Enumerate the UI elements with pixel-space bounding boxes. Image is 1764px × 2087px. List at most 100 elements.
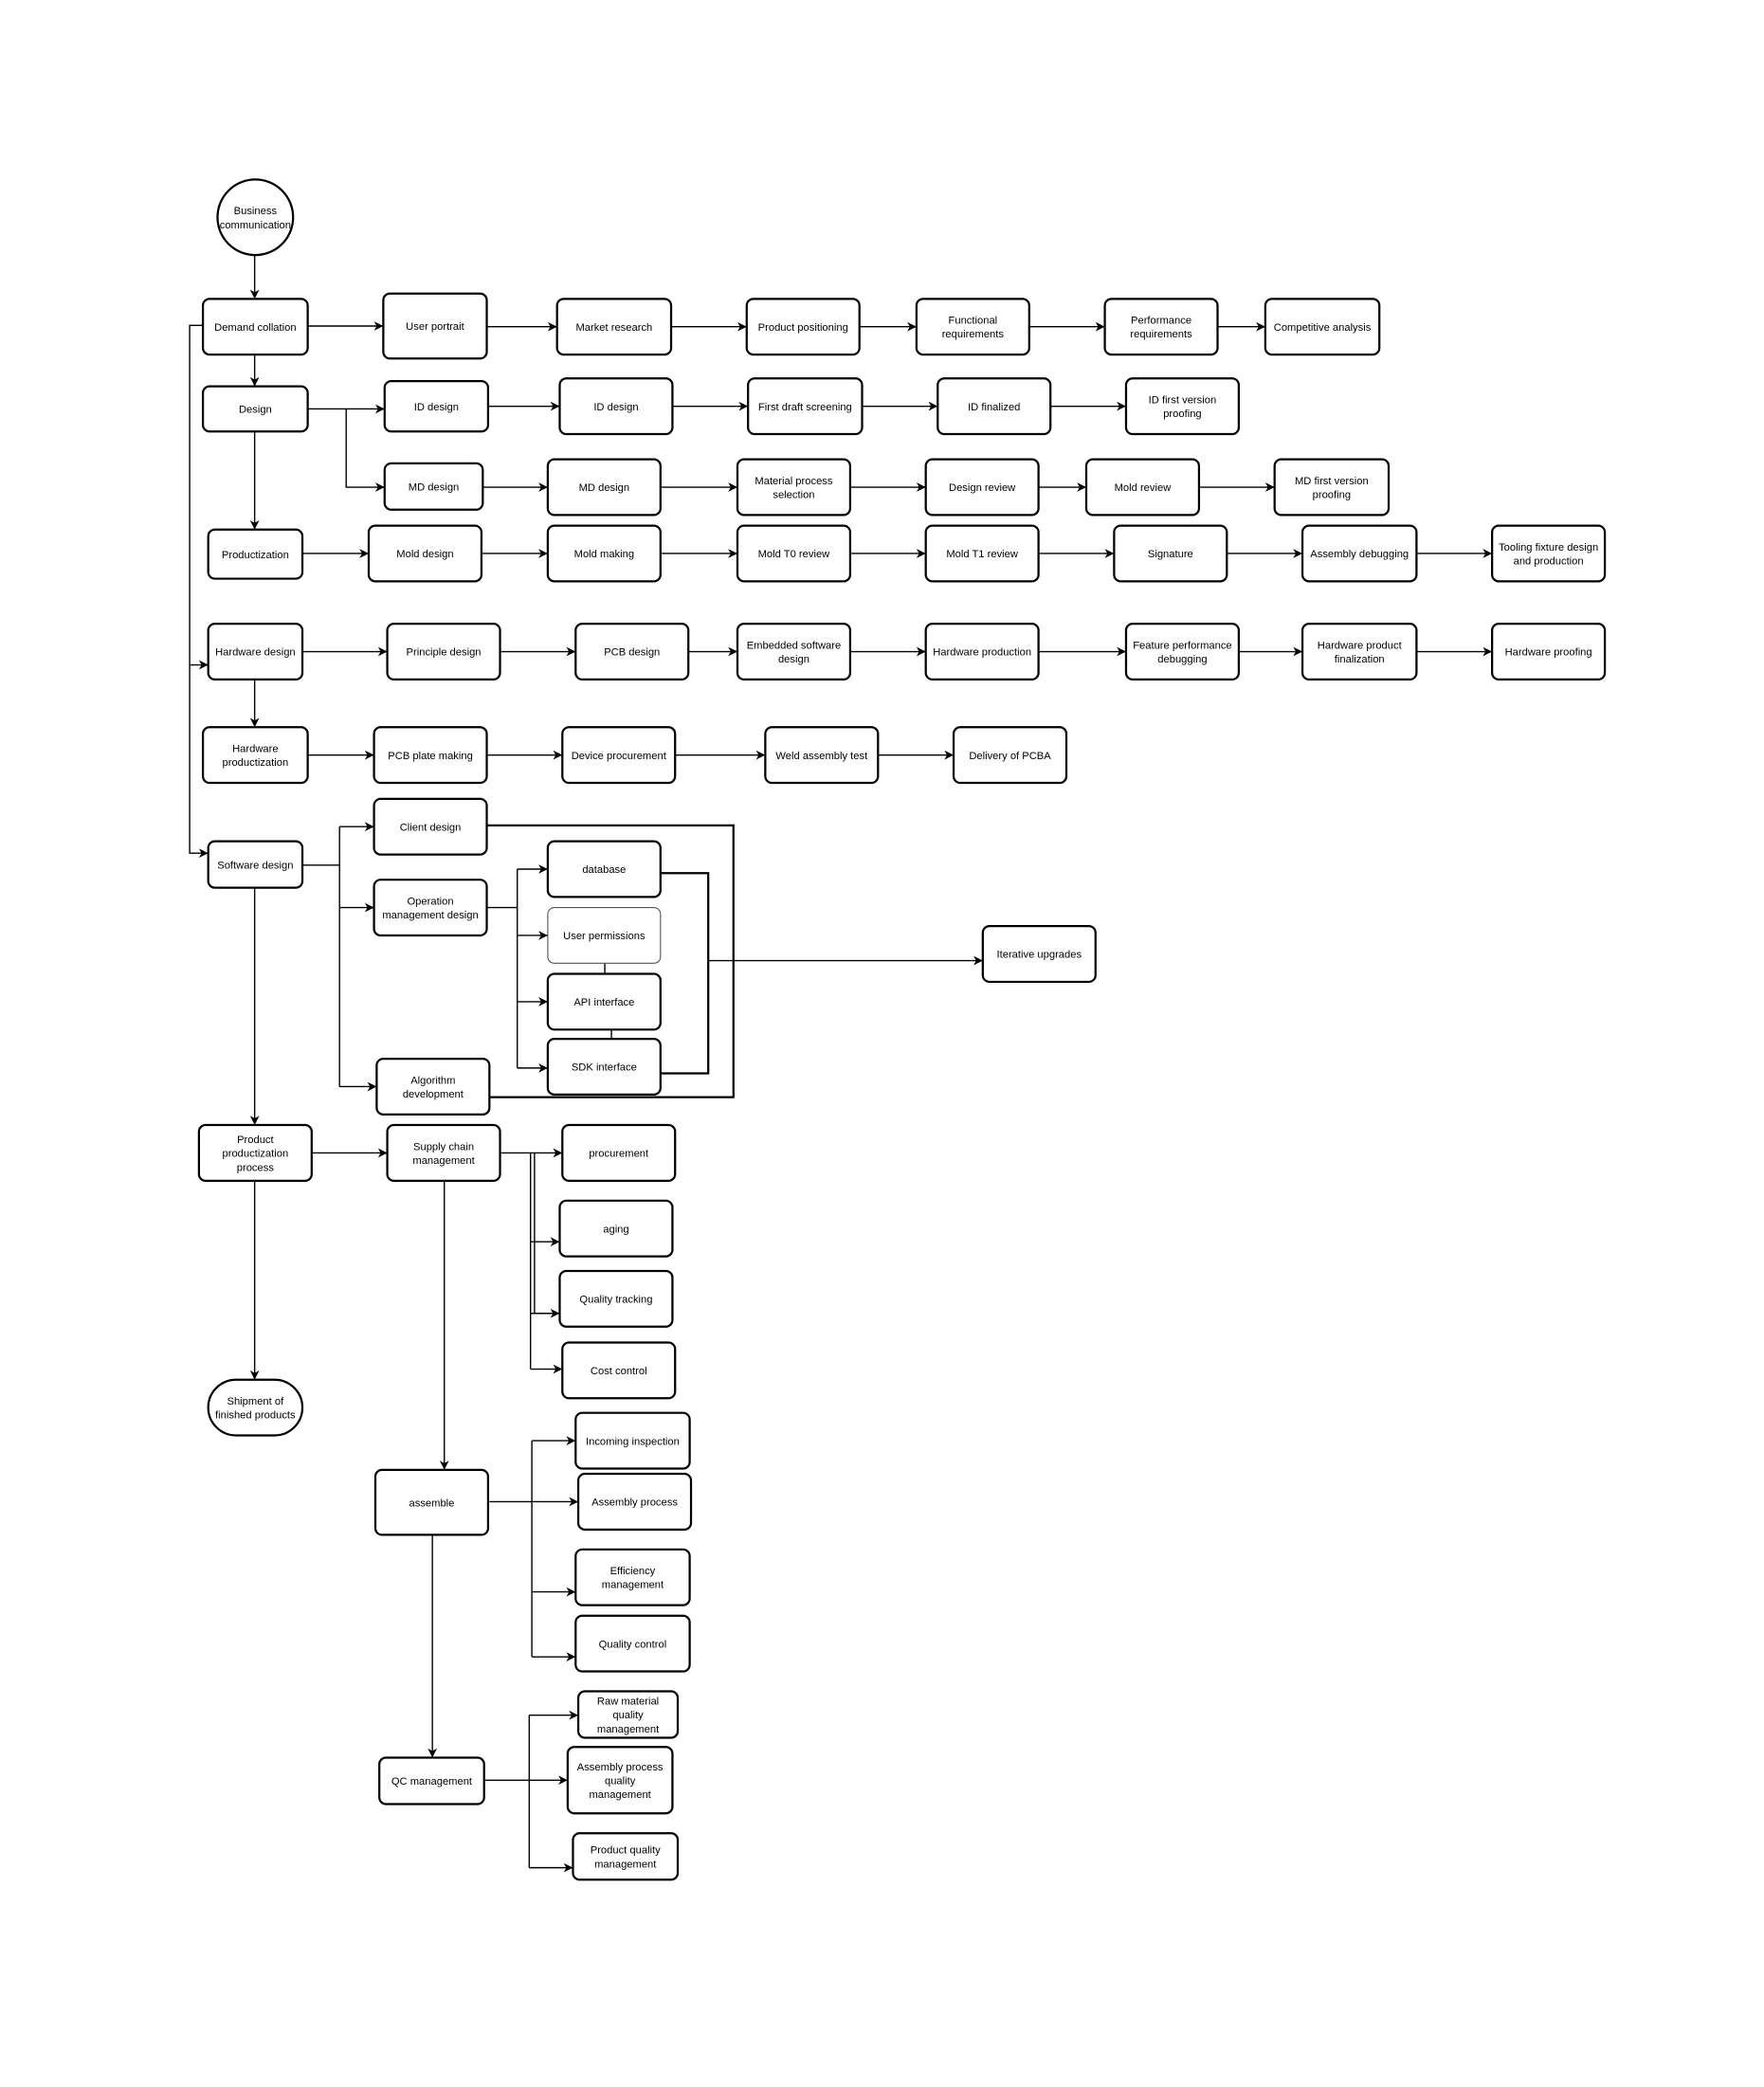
node-productqual[interactable]: Product quality management	[572, 1832, 680, 1881]
node-opmgmt[interactable]: Operation management design	[373, 879, 488, 937]
node-assemblydebug[interactable]: Assembly debugging	[1300, 524, 1418, 583]
node-label-line: Assembly process	[591, 1497, 678, 1509]
node-tooling[interactable]: Tooling fixture design and production	[1491, 524, 1607, 583]
node-device[interactable]: Device procurement	[561, 726, 677, 785]
node-user-portrait[interactable]: User portrait	[382, 292, 488, 360]
node-label-line: Mold T1 review	[946, 549, 1019, 560]
node-qtracking[interactable]: Quality tracking	[558, 1269, 674, 1328]
node-shape	[1124, 377, 1241, 436]
node-algorithm[interactable]: Algorithm development	[375, 1057, 491, 1116]
node-label: Design	[239, 405, 272, 416]
node-aging[interactable]: aging	[558, 1199, 674, 1258]
node-t1[interactable]: Mold T1 review	[924, 524, 1040, 583]
node-performance[interactable]: Performance requirements	[1103, 298, 1219, 356]
node-sdk[interactable]: SDK interface	[546, 1037, 662, 1096]
node-incoming[interactable]: Incoming inspection	[574, 1411, 691, 1470]
node-label: Competitive analysis	[1274, 322, 1372, 334]
node-design[interactable]: Design	[201, 385, 309, 433]
node-efficiency[interactable]: Efficiency management	[574, 1548, 691, 1606]
node-productproc[interactable]: Product productization process	[197, 1123, 313, 1182]
node-iterative[interactable]: Iterative upgrades	[981, 925, 1097, 984]
node-functional[interactable]: Functional requirements	[915, 298, 1030, 356]
node-label-line: User portrait	[406, 321, 464, 333]
node-shape	[574, 1411, 691, 1470]
node-label: Product quality management	[591, 1845, 661, 1871]
node-hwproof[interactable]: Hardware proofing	[1491, 623, 1607, 681]
node-raw[interactable]: Raw material quality management	[576, 1690, 680, 1739]
node-label-line: productization	[223, 757, 289, 769]
node-label: Market research	[575, 322, 652, 334]
node-asmqual[interactable]: Assembly process quality management	[566, 1746, 674, 1815]
node-md1[interactable]: MD design	[383, 462, 484, 511]
node-id2[interactable]: ID design	[558, 377, 674, 436]
node-cost[interactable]: Cost control	[561, 1341, 677, 1400]
node-signature[interactable]: Signature	[1113, 524, 1228, 583]
node-label: PCB design	[604, 647, 660, 659]
node-shape	[375, 1057, 491, 1116]
node-positioning[interactable]: Product positioning	[745, 298, 861, 356]
node-client[interactable]: Client design	[373, 797, 488, 856]
node-pcba[interactable]: Delivery of PCBA	[952, 726, 1068, 785]
node-supply[interactable]: Supply chain management	[386, 1123, 501, 1182]
node-moldreview[interactable]: Mold review	[1084, 458, 1201, 517]
node-label: MD first version proofing	[1295, 476, 1369, 501]
node-market[interactable]: Market research	[555, 298, 673, 356]
node-label-line: productization	[223, 1149, 289, 1160]
node-label: Functional requirements	[942, 316, 1005, 341]
node-label: Weld assembly test	[775, 751, 868, 762]
node-label-line: ID design	[593, 402, 638, 413]
node-molddesign[interactable]: Mold design	[367, 524, 483, 583]
node-label-line: management	[602, 1580, 664, 1591]
node-assemble[interactable]: assemble	[373, 1468, 490, 1536]
node-moldmaking[interactable]: Mold making	[546, 524, 662, 583]
node-label-line: Incoming inspection	[586, 1436, 680, 1447]
node-software[interactable]: Software design	[207, 840, 304, 889]
node-label: Raw material quality management	[597, 1697, 660, 1735]
node-userperm[interactable]: User permissions	[547, 907, 662, 964]
node-id1[interactable]: ID design	[383, 379, 490, 433]
node-principle[interactable]: Principle design	[386, 623, 501, 681]
node-label-line: Efficiency	[610, 1566, 656, 1577]
node-database[interactable]: database	[546, 840, 662, 898]
node-pcbplate[interactable]: PCB plate making	[373, 726, 488, 785]
node-shape	[745, 298, 861, 356]
node-shape	[386, 623, 501, 681]
node-asmproc[interactable]: Assembly process	[576, 1472, 693, 1531]
node-label-line: Operation	[407, 896, 453, 907]
node-shape	[1113, 524, 1228, 583]
node-demand[interactable]: Demand collation	[201, 298, 309, 356]
node-procurement[interactable]: procurement	[561, 1123, 677, 1182]
node-label: Mold making	[574, 549, 634, 560]
node-designreview[interactable]: Design review	[924, 458, 1040, 517]
node-api[interactable]: API interface	[546, 972, 662, 1031]
node-shape	[558, 1199, 674, 1258]
node-qc[interactable]: QC management	[378, 1756, 485, 1806]
node-firstdraft[interactable]: First draft screening	[747, 377, 864, 436]
node-productization[interactable]: Productization	[207, 528, 304, 580]
node-idproof[interactable]: ID first version proofing	[1124, 377, 1241, 436]
node-pcb[interactable]: PCB design	[574, 623, 690, 681]
node-material[interactable]: Material process selection	[736, 458, 852, 517]
node-idfinal[interactable]: ID finalized	[937, 377, 1052, 436]
node-weld[interactable]: Weld assembly test	[764, 726, 880, 785]
node-shape	[373, 879, 488, 937]
node-t0[interactable]: Mold T0 review	[736, 524, 852, 583]
node-start[interactable]: Business communication	[216, 178, 295, 257]
node-label-line: QC management	[391, 1776, 473, 1788]
node-shape	[216, 178, 295, 257]
node-label: Client design	[400, 822, 462, 833]
node-competitive[interactable]: Competitive analysis	[1264, 298, 1381, 356]
node-shape	[574, 623, 690, 681]
node-feature[interactable]: Feature performance debugging	[1124, 623, 1241, 681]
node-label: Mold T0 review	[758, 549, 831, 560]
node-embedded[interactable]: Embedded software design	[736, 623, 852, 681]
node-hwfinal[interactable]: Hardware product finalization	[1300, 623, 1418, 681]
node-qcontrol[interactable]: Quality control	[574, 1614, 691, 1673]
node-mdproof[interactable]: MD first version proofing	[1273, 458, 1391, 517]
node-hwproductization[interactable]: Hardware productization	[201, 726, 309, 785]
node-shipment[interactable]: Shipment of finished products	[207, 1378, 304, 1437]
node-hwprod[interactable]: Hardware production	[924, 623, 1040, 681]
node-hwdesign[interactable]: Hardware design	[207, 623, 304, 681]
node-md2[interactable]: MD design	[546, 458, 662, 517]
